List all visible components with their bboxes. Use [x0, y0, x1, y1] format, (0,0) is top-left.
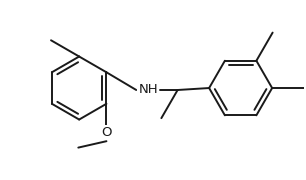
Text: O: O: [101, 126, 112, 139]
Text: NH: NH: [138, 82, 158, 96]
